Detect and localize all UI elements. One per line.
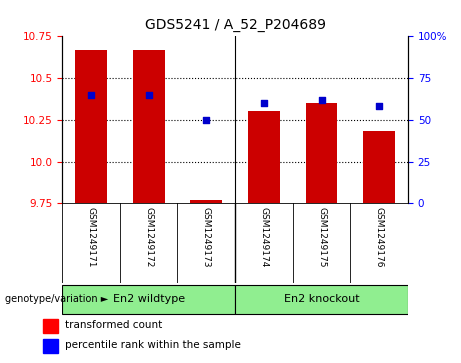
Bar	[62, 285, 235, 314]
Point	[88, 92, 95, 98]
Bar	[363, 131, 395, 203]
Title: GDS5241 / A_52_P204689: GDS5241 / A_52_P204689	[145, 19, 325, 33]
Text: GSM1249175: GSM1249175	[317, 207, 326, 268]
Text: GSM1249174: GSM1249174	[260, 207, 268, 268]
Text: En2 wildtype: En2 wildtype	[112, 294, 185, 305]
Text: GSM1249173: GSM1249173	[202, 207, 211, 268]
Bar	[133, 50, 165, 203]
Text: GSM1249176: GSM1249176	[375, 207, 384, 268]
Text: genotype/variation ►: genotype/variation ►	[5, 294, 108, 305]
Text: GSM1249172: GSM1249172	[144, 207, 153, 268]
Point	[202, 117, 210, 123]
Bar	[43, 319, 58, 333]
Point	[145, 92, 152, 98]
Point	[260, 100, 267, 106]
Text: En2 knockout: En2 knockout	[284, 294, 360, 305]
Text: percentile rank within the sample: percentile rank within the sample	[65, 340, 241, 350]
Bar	[75, 50, 107, 203]
Point	[375, 103, 383, 109]
Bar	[235, 285, 408, 314]
Bar	[248, 111, 280, 203]
Text: transformed count: transformed count	[65, 321, 162, 330]
Point	[318, 97, 325, 103]
Bar	[190, 200, 222, 203]
Bar	[43, 339, 58, 352]
Bar	[306, 103, 337, 203]
Text: GSM1249171: GSM1249171	[87, 207, 95, 268]
